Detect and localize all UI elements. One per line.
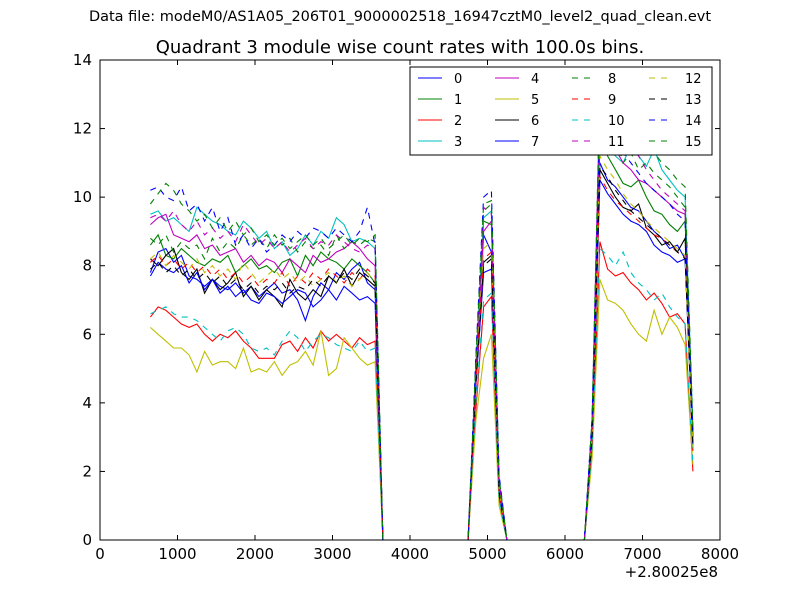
legend-label-0: 0 [454,72,462,87]
data-file-title: Data file: modeM0/AS1A05_206T01_90000025… [88,9,712,25]
legend-label-11: 11 [608,135,625,150]
y-tick-label: 6 [82,325,92,343]
legend-label-14: 14 [685,114,702,129]
legend-label-15: 15 [685,135,702,150]
series-line-7 [149,178,694,541]
y-tick-label: 10 [73,188,92,206]
x-tick-label: 6000 [546,545,584,563]
y-tick-label: 4 [82,394,92,412]
x-tick-label: 1000 [158,545,196,563]
legend-label-3: 3 [454,135,462,150]
y-tick-label: 8 [82,257,92,275]
series-line-11 [150,90,694,541]
legend-label-4: 4 [531,72,539,87]
x-tick-label: 3000 [313,545,351,563]
legend-label-13: 13 [685,93,702,108]
series-line-0 [149,162,694,541]
tick-layer: 0 1000 2000 3000 4000 5000 6000 7000 80000246810… [73,51,739,563]
series-line-10 [150,247,694,541]
legend-label-2: 2 [454,114,462,129]
x-tick-label: 0 [95,545,105,563]
legend-label-12: 12 [685,72,702,87]
legend-label-1: 1 [454,93,462,108]
x-tick-label: 8000 [701,545,739,563]
x-tick-label: 2000 [236,545,274,563]
x-offset-label: +2.80025e8 [625,563,718,581]
series-line-15 [149,97,694,541]
series-line-13 [150,164,694,541]
plot-title: Quadrant 3 module wise count rates with … [155,37,645,58]
series-line-6 [150,167,694,541]
legend-label-7: 7 [531,135,539,150]
series-line-5 [150,279,694,541]
y-tick-label: 2 [82,462,92,480]
legend-label-5: 5 [531,93,539,108]
legend-label-8: 8 [608,72,616,87]
y-tick-label: 14 [73,51,92,69]
legend-box [409,66,713,156]
legend-label-10: 10 [608,114,625,129]
series-line-12 [150,153,694,541]
legend-label-6: 6 [531,114,539,129]
y-tick-label: 0 [82,531,92,549]
x-tick-label: 7000 [623,545,661,563]
x-tick-label: 5000 [468,545,506,563]
y-tick-label: 12 [73,120,92,138]
x-tick-label: 4000 [391,545,429,563]
legend-label-9: 9 [608,93,616,108]
